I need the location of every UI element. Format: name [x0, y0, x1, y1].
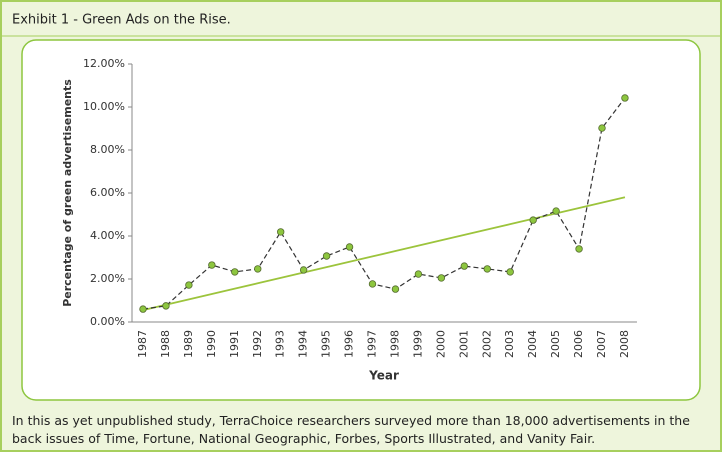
- x-tick-label: 1997: [366, 330, 379, 358]
- data-point: [529, 216, 537, 224]
- data-point: [575, 245, 583, 253]
- series-line: [142, 97, 626, 310]
- x-tick-label: 2002: [480, 330, 493, 358]
- y-tick-label: 6.00%: [90, 186, 125, 199]
- data-point: [208, 261, 216, 269]
- data-point: [552, 207, 560, 215]
- data-point: [437, 274, 446, 282]
- y-tick-label: 4.00%: [90, 229, 125, 242]
- data-point: [139, 305, 147, 313]
- x-axis-label: Year: [368, 369, 399, 383]
- x-tick-label: 2008: [618, 330, 631, 358]
- data-point: [254, 265, 262, 273]
- x-tick-label: 1987: [136, 330, 149, 358]
- x-tick-label: 1994: [297, 330, 310, 358]
- x-tick-label: 1993: [274, 330, 287, 358]
- chart-title: Exhibit 1 - Green Ads on the Rise.: [12, 13, 231, 28]
- caption: In this as yet unpublished study, TerraC…: [12, 413, 690, 446]
- x-tick-label: 1999: [411, 330, 424, 358]
- data-point: [185, 281, 193, 289]
- x-tick-label: 2000: [434, 330, 447, 358]
- x-tick-label: 1998: [388, 330, 401, 358]
- x-tick-label: 2005: [549, 330, 562, 358]
- x-tick-label: 1992: [251, 330, 264, 358]
- x-tick-label: 1990: [205, 330, 218, 358]
- data-point: [621, 94, 629, 102]
- x-tick-label: 2004: [526, 330, 539, 358]
- y-tick-label: 8.00%: [90, 143, 125, 156]
- y-tick-label: 10.00%: [83, 100, 125, 113]
- data-point: [231, 268, 239, 276]
- x-tick-label: 1988: [159, 330, 172, 358]
- data-point: [299, 266, 308, 274]
- x-tick-label: 1989: [182, 330, 195, 358]
- y-tick-label: 2.00%: [90, 272, 125, 285]
- data-point: [598, 124, 606, 132]
- data-point: [322, 252, 331, 260]
- data-point: [414, 270, 423, 278]
- x-tick-label: 1991: [228, 330, 241, 358]
- plot-box: [21, 39, 701, 401]
- data-point: [483, 265, 491, 273]
- y-tick-label: 0.00%: [90, 315, 125, 328]
- x-tick-label: 2007: [595, 330, 608, 358]
- y-axis-label: Percentage of green advertisements: [61, 79, 74, 307]
- data-point: [391, 285, 400, 293]
- data-point: [345, 243, 354, 251]
- x-tick-label: 2003: [503, 330, 516, 358]
- x-tick-label: 2006: [572, 330, 585, 358]
- x-tick-label: 1995: [320, 330, 333, 358]
- data-point: [460, 262, 468, 270]
- y-tick-label: 12.00%: [83, 57, 125, 70]
- data-point: [277, 228, 285, 236]
- data-point: [506, 268, 514, 276]
- data-point: [162, 302, 170, 310]
- x-tick-label: 2001: [457, 330, 470, 358]
- x-tick-label: 1996: [343, 330, 356, 358]
- data-point: [368, 280, 377, 288]
